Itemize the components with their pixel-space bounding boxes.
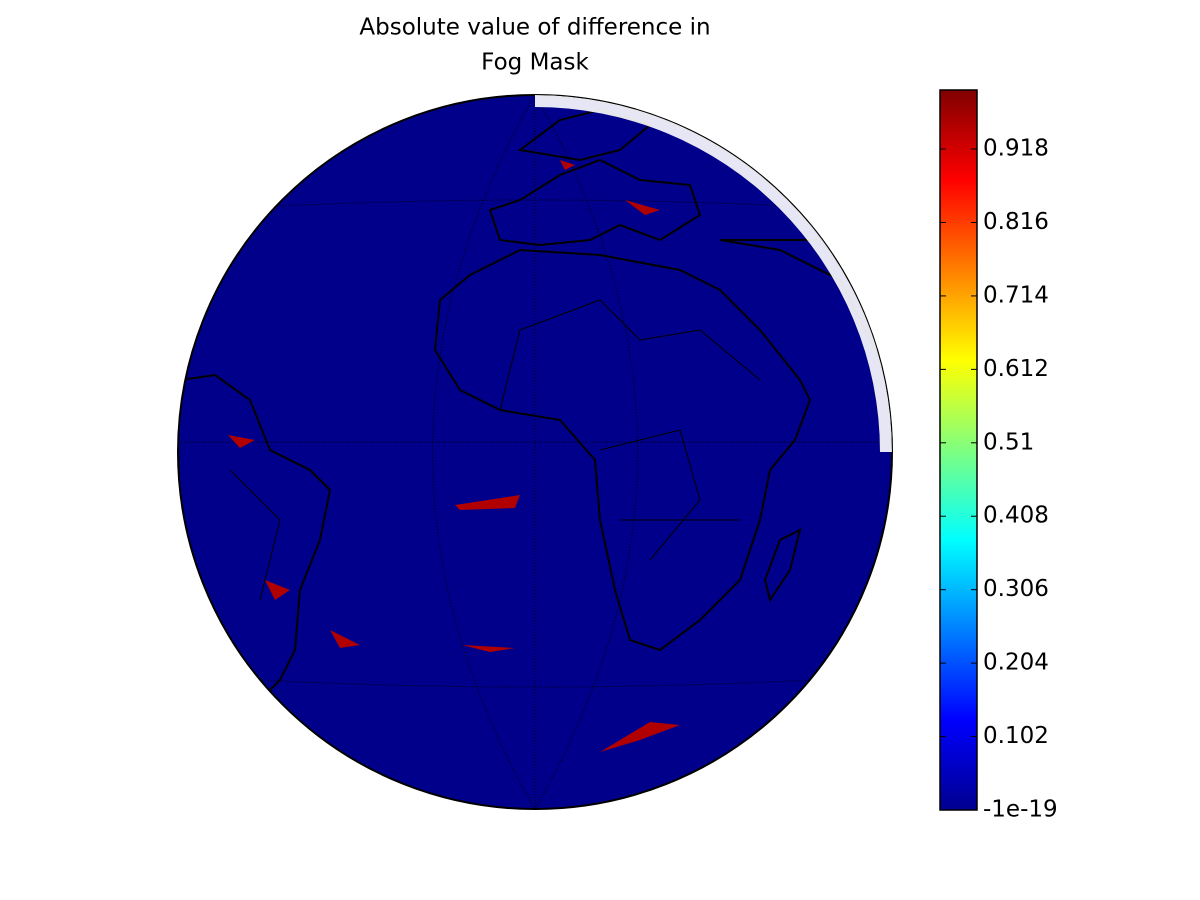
- globe-map: [177, 94, 893, 810]
- colorbar-tick-label: 0.612: [983, 356, 1049, 382]
- colorbar-tick-label: -1e-19: [983, 797, 1058, 823]
- colorbar-tick-label: 0.408: [983, 503, 1049, 529]
- country-borders: [229, 299, 761, 601]
- graticule: [178, 95, 892, 809]
- title-line: Absolute value of difference in: [359, 15, 710, 41]
- colorbar-tick-label: 0.306: [983, 576, 1049, 602]
- colorbar-tick-label: 0.51: [983, 429, 1034, 455]
- colorbar: -1e-19 0.102 0.204 0.306 0.408 0.51 0.612 0.714…: [939, 89, 1058, 823]
- madagascar-coast: [763, 528, 802, 603]
- colorbar-tick-label: 0.102: [983, 723, 1049, 749]
- title-line: Fog Mask: [481, 50, 589, 76]
- colorbar-tick-label: 0.204: [983, 650, 1049, 676]
- europe-coast: [488, 158, 702, 247]
- colorbar-body: [939, 89, 978, 811]
- africa-coast: [433, 248, 812, 652]
- colorbar-tick-label: 0.816: [983, 209, 1049, 235]
- colorbar-tick-label: 0.714: [983, 282, 1049, 308]
- colorbar-tick-label: 0.918: [983, 136, 1049, 162]
